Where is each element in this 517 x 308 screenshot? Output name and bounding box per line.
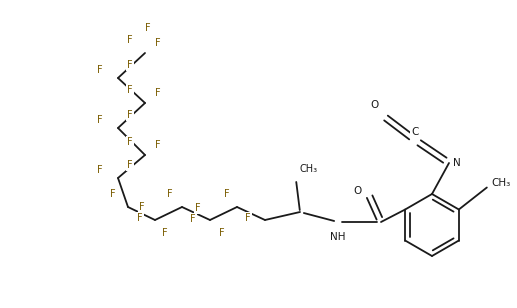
- Text: F: F: [190, 214, 196, 224]
- Text: F: F: [245, 213, 251, 223]
- Text: F: F: [127, 137, 133, 147]
- Text: F: F: [162, 228, 168, 238]
- Text: N: N: [453, 158, 461, 168]
- Text: F: F: [110, 189, 116, 199]
- Text: F: F: [127, 160, 133, 170]
- Text: O: O: [371, 100, 379, 110]
- Text: F: F: [127, 35, 133, 45]
- Text: F: F: [127, 85, 133, 95]
- Text: F: F: [167, 189, 173, 199]
- Text: F: F: [155, 38, 161, 48]
- Text: F: F: [155, 88, 161, 98]
- Text: CH₃: CH₃: [300, 164, 318, 174]
- Text: F: F: [97, 115, 103, 125]
- Text: F: F: [97, 65, 103, 75]
- Text: F: F: [219, 228, 225, 238]
- Text: C: C: [412, 127, 419, 137]
- Text: F: F: [224, 189, 230, 199]
- Text: F: F: [127, 110, 133, 120]
- Text: F: F: [155, 140, 161, 150]
- Text: CH₃: CH₃: [492, 177, 511, 188]
- Text: NH: NH: [330, 232, 346, 242]
- Text: F: F: [127, 60, 133, 70]
- Text: F: F: [97, 165, 103, 175]
- Text: F: F: [145, 23, 151, 33]
- Text: F: F: [195, 203, 201, 213]
- Text: O: O: [354, 186, 362, 196]
- Text: F: F: [137, 213, 143, 223]
- Text: F: F: [139, 202, 145, 212]
